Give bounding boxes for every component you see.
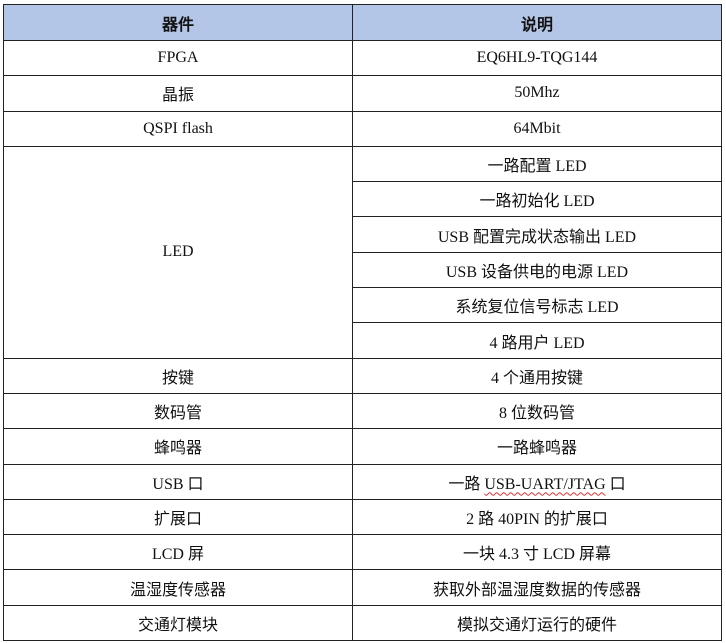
device-cell: 扩展口 bbox=[3, 498, 353, 536]
device-cell: 交通灯模块 bbox=[3, 604, 353, 642]
table-row: LCD 屏一块 4.3 寸 LCD 屏幕 bbox=[3, 534, 722, 571]
table-row: QSPI flash 64Mbit bbox=[3, 110, 722, 147]
table-row: 交通灯模块 模拟交通灯运行的硬件 bbox=[3, 604, 722, 642]
device-cell: QSPI flash bbox=[3, 110, 353, 147]
table-row: 按键 4 个通用按键 bbox=[3, 357, 722, 394]
description-cell: 2 路 40PIN 的扩展口 bbox=[352, 498, 722, 536]
device-cell: 按键 bbox=[3, 357, 353, 394]
device-cell: 温湿度传感器 bbox=[3, 569, 353, 606]
table-row: FPGA EQ6HL9-TQG144 bbox=[3, 39, 722, 77]
description-cell: 4 路用户 LED bbox=[352, 322, 722, 359]
description-cell: 4 个通用按键 bbox=[352, 357, 722, 394]
description-cell: 模拟交通灯运行的硬件 bbox=[352, 604, 722, 642]
desc-prefix: 一路 bbox=[448, 475, 485, 493]
table-row: USB 口一路 USB-UART/JTAG 口 bbox=[3, 463, 722, 500]
description-cell: 8 位数码管 bbox=[352, 392, 722, 430]
device-spec-table: 器件 说明 FPGA EQ6HL9-TQG144 晶振 50Mhz QSPI fla… bbox=[3, 4, 722, 642]
table-row: 蜂鸣器 一路蜂鸣器 bbox=[3, 428, 722, 465]
description-cell: 一路 USB-UART/JTAG 口 bbox=[352, 463, 722, 500]
description-cell: 50Mhz bbox=[352, 75, 722, 112]
table-row: USB 配置完成状态输出 LED bbox=[4, 216, 722, 253]
device-cell: 蜂鸣器 bbox=[3, 428, 353, 465]
table-header: 器件 说明 bbox=[3, 4, 722, 41]
device-cell: 晶振 bbox=[3, 75, 353, 112]
desc-suffix: 口 bbox=[605, 475, 626, 493]
table-row: LED 一路配置 LED bbox=[3, 145, 722, 359]
description-cell: USB 配置完成状态输出 LED bbox=[352, 216, 722, 253]
device-cell: LCD 屏 bbox=[3, 534, 353, 571]
description-cell: 系统复位信号标志 LED bbox=[352, 287, 722, 324]
table-row: 一路初始化 LED bbox=[4, 181, 722, 218]
table-row: 系统复位信号标志 LED bbox=[4, 287, 722, 324]
description-cell: 一路蜂鸣器 bbox=[352, 428, 722, 465]
header-description: 说明 bbox=[352, 4, 722, 41]
description-cell: USB 设备供电的电源 LED bbox=[352, 251, 722, 289]
device-cell: FPGA bbox=[3, 39, 353, 77]
table-row: 4 路用户 LED bbox=[4, 322, 722, 359]
description-cell: 获取外部温湿度数据的传感器 bbox=[352, 569, 722, 606]
description-cell: 一块 4.3 寸 LCD 屏幕 bbox=[352, 534, 722, 571]
device-cell: 数码管 bbox=[3, 392, 353, 430]
description-cell: 一路初始化 LED bbox=[352, 181, 722, 218]
spellcheck-underlined-text: USB-UART/JTAG bbox=[484, 475, 606, 493]
device-cell: USB 口 bbox=[3, 463, 353, 500]
table-row: 晶振 50Mhz bbox=[3, 75, 722, 112]
description-cell: EQ6HL9-TQG144 bbox=[352, 39, 722, 77]
header-device: 器件 bbox=[3, 4, 353, 41]
description-cell: 一路配置 LED bbox=[352, 145, 722, 183]
table-row: 数码管 8 位数码管 bbox=[3, 392, 722, 430]
device-cell-led: LED bbox=[3, 145, 353, 359]
table-row: 温湿度传感器 获取外部温湿度数据的传感器 bbox=[3, 569, 722, 606]
description-cell: 64Mbit bbox=[352, 110, 722, 147]
table-row: 扩展口 2 路 40PIN 的扩展口 bbox=[3, 498, 722, 536]
